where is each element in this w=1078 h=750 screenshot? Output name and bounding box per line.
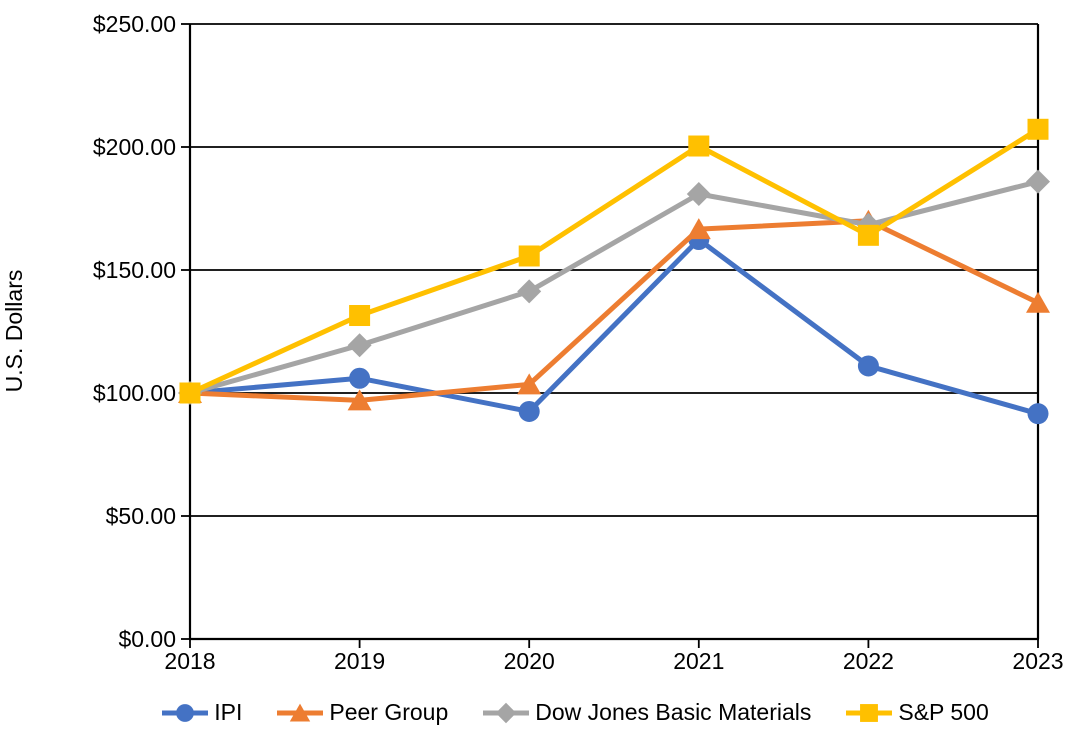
circle-marker xyxy=(518,400,540,422)
square-marker xyxy=(857,224,879,246)
series-ipi xyxy=(179,228,1049,425)
y-tick-label: $0.00 xyxy=(118,626,176,652)
circle-marker xyxy=(349,367,371,389)
square-marker xyxy=(688,135,710,157)
legend-item-ipi: IPI xyxy=(161,699,242,726)
legend-label: Peer Group xyxy=(329,699,449,725)
circle-marker xyxy=(176,703,195,722)
legend-item-s-p-500: S&P 500 xyxy=(845,699,989,726)
y-tick-label: $150.00 xyxy=(93,257,176,283)
x-tick-label: 2020 xyxy=(504,648,555,674)
series-s-p-500 xyxy=(179,118,1049,404)
diamond-legend-icon xyxy=(483,702,530,723)
x-tick-label: 2019 xyxy=(334,648,385,674)
square-legend-icon xyxy=(846,703,893,722)
y-tick-label: $200.00 xyxy=(93,134,176,160)
diamond-marker xyxy=(1026,169,1050,194)
triangle-marker xyxy=(290,703,311,721)
circle-marker xyxy=(1027,403,1049,425)
x-tick-label: 2022 xyxy=(843,648,894,674)
series-line xyxy=(187,218,1041,403)
circle-marker xyxy=(857,355,879,377)
legend-label: Dow Jones Basic Materials xyxy=(535,699,812,725)
triangle-marker xyxy=(1026,291,1050,313)
legend-label: IPI xyxy=(214,699,243,725)
legend-item-dow-jones-basic-materials: Dow Jones Basic Materials xyxy=(482,699,811,726)
series-line xyxy=(187,126,1041,396)
square-marker xyxy=(179,382,201,404)
legend-item-peer-group: Peer Group xyxy=(276,699,448,726)
diamond-marker xyxy=(686,181,711,206)
x-tick-label: 2018 xyxy=(164,648,215,674)
square-marker xyxy=(518,245,540,267)
x-tick-label: 2023 xyxy=(1012,648,1063,674)
series-line xyxy=(187,179,1041,396)
y-tick-label: $50.00 xyxy=(106,503,176,529)
circle-legend-icon xyxy=(162,703,209,722)
y-tick-label: $100.00 xyxy=(93,380,176,406)
triangle-legend-icon xyxy=(277,703,324,721)
square-marker xyxy=(1027,118,1049,140)
diamond-marker xyxy=(517,279,542,304)
square-marker xyxy=(349,305,371,327)
triangle-marker xyxy=(347,389,372,411)
y-axis-title: U.S. Dollars xyxy=(1,270,27,393)
y-tick-label: $250.00 xyxy=(93,11,176,37)
diamond-marker xyxy=(496,702,517,723)
triangle-marker xyxy=(686,218,711,240)
diamond-marker xyxy=(347,333,372,358)
legend-label: S&P 500 xyxy=(898,699,989,725)
square-marker xyxy=(860,703,879,722)
chart-legend: IPI Peer Group Dow Jones Basic Materials S&… xyxy=(0,699,1078,726)
series-line xyxy=(187,236,1041,417)
triangle-marker xyxy=(517,373,542,395)
plot-area: U.S. Dollars $0.00 $50.00 $100.00 $150.00 $2… xyxy=(1,11,1064,674)
x-tick-label: 2021 xyxy=(673,648,724,674)
